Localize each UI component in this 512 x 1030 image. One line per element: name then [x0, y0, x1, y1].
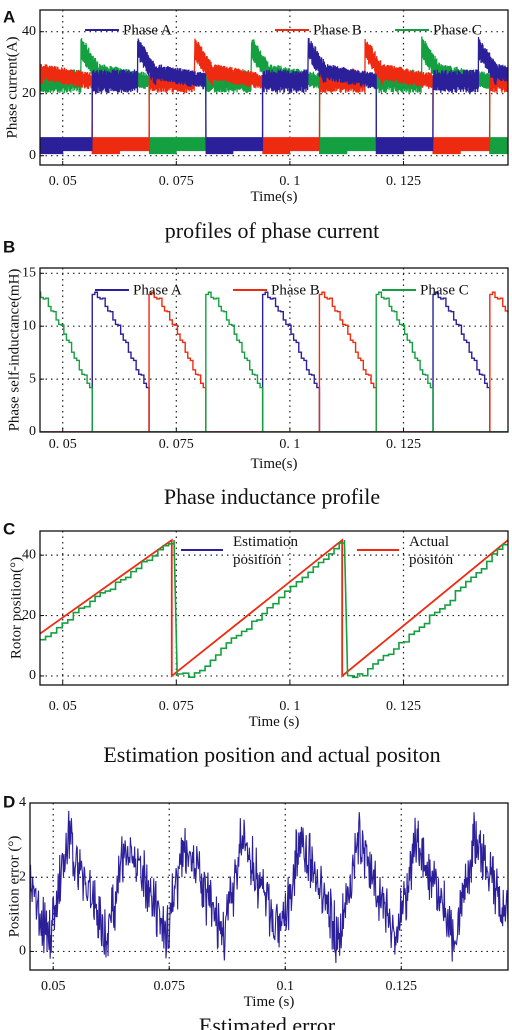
- y-tick-label: 0: [29, 148, 36, 163]
- x-tick-label: 0. 1: [279, 174, 300, 189]
- y-axis-label: Phase self-inductance(mH): [6, 269, 22, 432]
- x-axis-label: Time (s): [244, 994, 295, 1010]
- legend-label: Estimation: [233, 534, 298, 550]
- x-tick-label: 0. 1: [279, 699, 300, 714]
- panel-b: B 0. 05 0. 075 0. 1 0. 125 0 5 10 15 Time(s) Phase…: [3, 237, 509, 509]
- plot-area: [40, 538, 508, 679]
- x-tick-label: 0.075: [153, 979, 185, 994]
- series-line-phase-b: [40, 291, 508, 432]
- legend-label: Actual: [409, 534, 449, 550]
- y-tick-label: 0: [29, 668, 36, 683]
- legend-label: Phase B: [313, 22, 362, 38]
- series-line-phase-a: [40, 36, 508, 155]
- panel-caption: profiles of phase current: [165, 218, 379, 243]
- panel-label: B: [3, 237, 15, 256]
- x-tick-label: 0. 05: [49, 699, 77, 714]
- panel-label: C: [3, 519, 15, 538]
- x-tick-label: 0.125: [386, 979, 418, 994]
- series-line-phase-c: [40, 36, 508, 155]
- y-tick-label: 40: [22, 24, 36, 39]
- x-tick-label: 0.05: [41, 979, 66, 994]
- legend-label: Phase A: [123, 22, 172, 38]
- y-tick-label: 0: [29, 424, 36, 439]
- series-line-error: [30, 810, 508, 963]
- panel-caption: Estimated error: [199, 1013, 336, 1030]
- panel-c: C 0. 05 0. 075 0. 1 0. 125 0 20 40 Time (s) Rotor…: [3, 519, 509, 767]
- x-tick-label: 0. 05: [49, 174, 77, 189]
- x-tick-label: 0. 1: [279, 437, 300, 452]
- legend-label: Phase B: [271, 282, 320, 298]
- plot-frame: [29, 802, 509, 971]
- series-line-phase-c: [40, 291, 508, 432]
- panel-a: A 0. 05 0. 075 0. 1 0. 125 0 20 40 Time(s) Phase …: [3, 7, 509, 243]
- y-axis-label: Phase current(A): [4, 36, 20, 138]
- series-line-phase-b: [40, 38, 508, 155]
- x-axis-label: Time(s): [251, 189, 298, 205]
- legend-label: position: [233, 552, 282, 568]
- series-line-estimation: [40, 540, 508, 679]
- series-line-phase-a: [40, 291, 508, 432]
- x-tick-label: 0. 075: [159, 699, 194, 714]
- x-tick-label: 0. 125: [386, 174, 421, 189]
- legend-label: positon: [409, 552, 454, 568]
- panel-d: D 0.05 0.075 0.1 0.125 0 2 4 Time (s) Position er…: [3, 792, 509, 1030]
- x-tick-label: 0.1: [276, 979, 294, 994]
- panel-caption: Estimation position and actual positon: [103, 742, 440, 767]
- y-tick-label: 20: [22, 608, 36, 623]
- plot-frame: [39, 530, 509, 686]
- y-tick-label: 10: [22, 318, 36, 333]
- y-axis-label: Position error (°): [6, 836, 22, 938]
- x-tick-label: 0. 075: [159, 437, 194, 452]
- x-tick-label: 0. 125: [386, 699, 421, 714]
- x-axis-label: Time(s): [251, 456, 298, 472]
- x-axis-label: Time (s): [249, 714, 300, 730]
- panel-caption: Phase inductance profile: [164, 484, 380, 509]
- y-tick-label: 40: [22, 547, 36, 562]
- legend-label: Phase C: [433, 22, 482, 38]
- plot-area: [40, 291, 508, 432]
- y-tick-label: 20: [22, 86, 36, 101]
- y-tick-label: 5: [29, 371, 36, 386]
- y-axis-label: Rotor position(°): [8, 557, 24, 659]
- plot-frame: [39, 9, 509, 166]
- plot-area: [30, 810, 508, 963]
- plot-area: [40, 36, 508, 155]
- y-tick-label: 15: [22, 266, 36, 281]
- y-tick-label: 0: [19, 944, 26, 959]
- legend-label: Phase C: [420, 282, 469, 298]
- panel-label: A: [3, 7, 15, 26]
- x-tick-label: 0. 075: [159, 174, 194, 189]
- x-tick-label: 0. 125: [386, 437, 421, 452]
- y-tick-label: 4: [19, 795, 26, 810]
- y-tick-label: 2: [19, 869, 26, 884]
- plot-frame: [39, 267, 509, 433]
- x-tick-label: 0. 05: [49, 437, 77, 452]
- series-line-actual: [40, 538, 508, 678]
- legend-label: Phase A: [133, 282, 182, 298]
- panel-label: D: [3, 792, 15, 811]
